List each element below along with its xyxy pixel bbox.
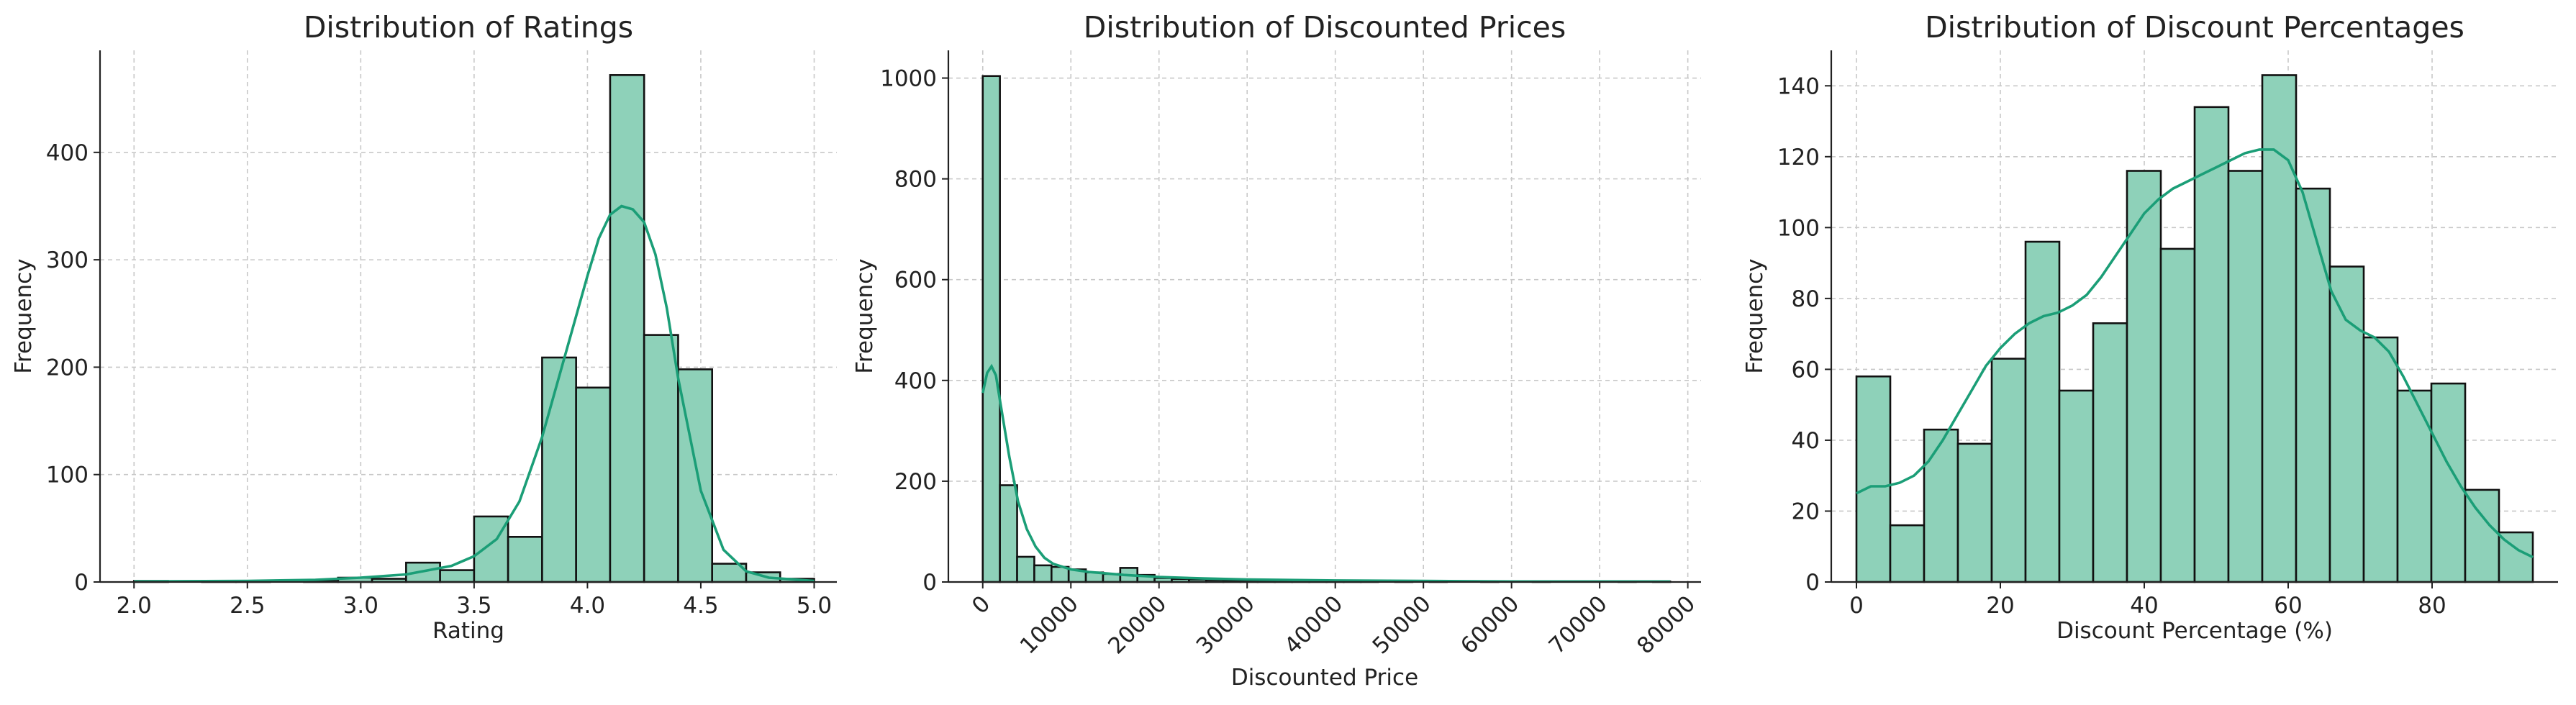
discounted-prices-x-tick-label: 60000 [1456, 591, 1524, 659]
ratings-histogram-bar [507, 535, 543, 583]
discount-percentages-histogram-bar [1855, 375, 1892, 583]
ratings-x-tick-label: 5.0 [797, 593, 832, 619]
discount-percentages-histogram-bar [2328, 265, 2365, 583]
discounted-prices-y-tick-label: 800 [894, 167, 937, 193]
ratings-x-tick-label: 3.0 [343, 593, 378, 619]
discounted-prices-x-tick-label: 50000 [1368, 591, 1436, 659]
discount-percentages-y-tick-label: 140 [1777, 73, 1820, 99]
discounted-prices-x-tick-label: 0 [967, 591, 995, 619]
discount-percentages-x-tick-label: 40 [2130, 593, 2158, 619]
discounted-prices-histogram-bar [1016, 555, 1035, 583]
discounted-prices-y-tick-label: 0 [922, 570, 937, 596]
discount-percentages-x-tick-label: 80 [2418, 593, 2446, 619]
ratings-y-tick-label: 400 [46, 140, 89, 166]
discounted-prices-y-tick-label: 600 [894, 268, 937, 294]
discount-percentages-y-tick-label: 60 [1792, 357, 1820, 383]
ratings-histogram-bar [609, 74, 645, 583]
ratings-y-tick-label: 200 [46, 355, 89, 381]
discount-percentages-histogram-bar [2092, 322, 2128, 583]
discount-percentages-histogram-bar [1956, 442, 1993, 583]
ratings-x-tick-label: 2.5 [230, 593, 265, 619]
discount-percentages-y-tick-label: 80 [1792, 286, 1820, 312]
discounted-prices-x-tick-label: 80000 [1632, 591, 1700, 659]
ratings-y-axis-label: Frequency [11, 258, 37, 373]
discount-percentages-kde-curve [1856, 148, 2534, 559]
discount-percentages-histogram-bar [2464, 488, 2500, 583]
discounted-prices-x-tick-label: 70000 [1544, 591, 1613, 659]
discounted-prices-histogram-bar [999, 484, 1018, 583]
discount-percentages-histogram-bar [2193, 106, 2230, 583]
ratings-chart-title: Distribution of Ratings [304, 10, 633, 45]
discount-percentages-histogram-bar [2261, 74, 2298, 583]
discounted-prices-y-tick-label: 400 [894, 368, 937, 394]
ratings-histogram-bar [643, 334, 679, 583]
discount-percentages-y-axis-label: Frequency [1742, 258, 1768, 373]
discounted-prices-x-tick-label: 10000 [1015, 591, 1084, 659]
ratings-histogram-bar [575, 386, 612, 583]
discount-percentages-histogram-panel: 0 20 40 60 80 100 120 140 0 20 40 60 80 Distribution… [1742, 10, 2558, 644]
discount-percentages-x-axis-label: Discount Percentage (%) [2056, 618, 2333, 644]
discount-percentages-histogram-bar [2159, 247, 2196, 583]
discount-percentages-chart-title: Distribution of Discount Percentages [1925, 10, 2464, 45]
discount-percentages-histogram-bar [2227, 170, 2264, 583]
discounted-prices-histogram-bar [981, 75, 1001, 583]
ratings-x-tick-label: 4.0 [570, 593, 605, 619]
discounted-prices-chart-title: Distribution of Discounted Prices [1084, 10, 1566, 45]
ratings-histogram-panel: 0 100 200 300 400 2.0 2.5 3.0 3.5 4.0 4.5 5.0 Distr… [11, 10, 837, 644]
discounted-prices-y-axis-label: Frequency [852, 258, 878, 373]
discount-percentages-x-tick-label: 60 [2274, 593, 2302, 619]
discount-percentages-histogram-bar [1923, 428, 1959, 583]
discounted-prices-x-tick-label: 30000 [1192, 591, 1260, 659]
discounted-prices-histogram-bar [1033, 564, 1053, 583]
ratings-y-tick-label: 100 [46, 463, 89, 488]
discounted-prices-x-tick-label: 40000 [1279, 591, 1348, 659]
discount-percentages-y-tick-label: 120 [1777, 145, 1820, 170]
discount-percentages-x-tick-label: 0 [1849, 593, 1864, 619]
discount-percentages-y-tick-label: 40 [1792, 428, 1820, 454]
discount-percentages-histogram-bar [2295, 187, 2331, 583]
discounted-prices-kde-curve [981, 363, 1671, 583]
ratings-x-tick-label: 2.0 [117, 593, 152, 619]
discount-percentages-histogram-bar [2024, 240, 2061, 583]
discount-percentages-histogram-bar [2126, 170, 2162, 583]
discounted-prices-x-tick-label: 20000 [1103, 591, 1171, 659]
discount-percentages-histogram-bar [2058, 389, 2095, 583]
discount-percentages-histogram-bar [1990, 358, 2027, 583]
discount-percentages-y-tick-label: 20 [1792, 499, 1820, 524]
ratings-x-tick-label: 3.5 [456, 593, 491, 619]
discount-percentages-x-tick-label: 20 [1986, 593, 2014, 619]
ratings-histogram-bar [541, 356, 577, 583]
ratings-y-tick-label: 0 [74, 570, 89, 596]
ratings-kde-curve [134, 204, 815, 583]
discounted-prices-x-axis-label: Discounted Price [1231, 665, 1418, 691]
discount-percentages-y-tick-label: 100 [1777, 215, 1820, 241]
discounted-prices-y-tick-label: 200 [894, 469, 937, 495]
ratings-histogram-bar [439, 569, 476, 583]
discount-percentages-y-tick-label: 0 [1805, 570, 1820, 596]
discount-percentages-histogram-bar [1889, 524, 1926, 583]
ratings-x-tick-label: 4.5 [683, 593, 718, 619]
discounted-prices-y-tick-label: 1000 [880, 66, 937, 92]
ratings-y-tick-label: 300 [46, 247, 89, 273]
ratings-x-axis-label: Rating [432, 618, 504, 644]
discount-percentages-histogram-bar [2362, 336, 2399, 583]
